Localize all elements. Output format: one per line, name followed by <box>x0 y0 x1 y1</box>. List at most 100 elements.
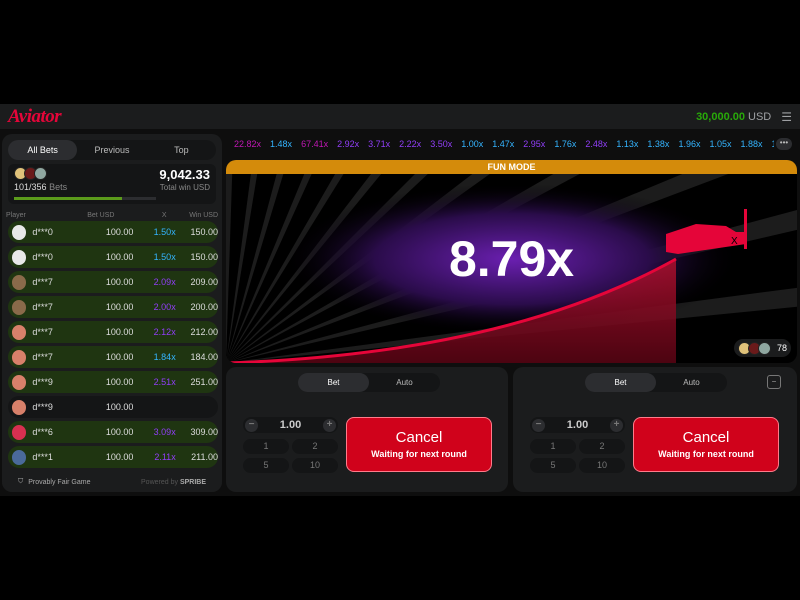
cashout-multiplier: 2.09x <box>153 277 176 287</box>
cashout-multiplier: 2.00x <box>153 302 176 312</box>
col-bet: Bet USD <box>87 212 115 219</box>
bet-amount: 100.00 <box>105 352 134 362</box>
powered-by: Powered by SPRIBE <box>141 478 206 486</box>
bet-amount: 100.00 <box>105 377 134 387</box>
bet-amount: 100.00 <box>105 227 134 237</box>
minus-icon[interactable]: − <box>532 418 545 432</box>
avatar <box>12 374 27 390</box>
avatar <box>12 324 27 340</box>
history-multiplier: 1.13x <box>616 139 639 149</box>
remove-panel-icon[interactable]: − <box>767 375 781 389</box>
bet-amount[interactable]: 1.00 <box>566 419 589 431</box>
bet-amount: 100.00 <box>105 327 134 337</box>
cashout-multiplier: 2.51x <box>153 377 176 387</box>
history-multiplier: 1. <box>772 139 774 151</box>
win-amount: 150.00 <box>190 227 219 237</box>
avatar <box>34 167 47 180</box>
quick-bet-2[interactable]: 2 <box>579 439 625 454</box>
quick-bet-5[interactable]: 5 <box>243 458 289 473</box>
currency: USD <box>748 110 772 123</box>
tab-auto[interactable]: Auto <box>683 378 700 387</box>
player-name: d***7 <box>32 327 53 337</box>
table-row: d***9 100.00 2.51x 251.00 <box>8 371 218 393</box>
avatar <box>12 274 27 290</box>
cancel-button[interactable]: Cancel Waiting for next round <box>633 417 779 472</box>
provably-fair-link[interactable]: Provably Fair Game <box>28 478 91 486</box>
history-multiplier: 1.88x <box>740 139 763 149</box>
player-name: d***7 <box>32 352 53 362</box>
quick-bet-10[interactable]: 10 <box>292 458 338 473</box>
bet-amount-stepper[interactable]: − 1.00 + <box>530 417 625 433</box>
plane-icon: X <box>666 209 747 254</box>
bet-amount: 100.00 <box>105 402 134 412</box>
online-players: 78 <box>733 339 791 357</box>
total-win-label: Total win USD <box>159 183 210 192</box>
win-amount: 209.00 <box>190 277 219 287</box>
history-multiplier: 1.47x <box>492 139 515 149</box>
history-multiplier: 3.50x <box>430 139 453 149</box>
cancel-button[interactable]: Cancel Waiting for next round <box>346 417 492 472</box>
tab-previous[interactable]: Previous <box>94 145 130 155</box>
bets-footer: ⛉ Provably Fair Game Powered by SPRIBE <box>2 472 222 492</box>
bets-list: d***0 100.00 1.50x 150.00 d***0 100.00 1… <box>2 221 222 468</box>
avatar <box>12 399 27 415</box>
player-name: d***6 <box>32 427 53 437</box>
top-bar: Aviator 30,000.00 USD ☰ <box>0 104 800 129</box>
win-amount: 251.00 <box>190 377 219 387</box>
balance: 30,000.00 <box>696 110 745 123</box>
game-canvas: X <box>226 174 797 363</box>
player-name: d***7 <box>32 302 53 312</box>
quick-bet-1[interactable]: 1 <box>243 439 289 454</box>
quick-bet-1[interactable]: 1 <box>530 439 576 454</box>
col-x: X <box>161 212 167 219</box>
cancel-sublabel: Waiting for next round <box>371 449 467 459</box>
tab-auto[interactable]: Auto <box>396 378 413 387</box>
history-multiplier: 1.96x <box>678 139 701 149</box>
quick-bet-10[interactable]: 10 <box>579 458 625 473</box>
tab-all-bets[interactable]: All Bets <box>8 140 78 160</box>
win-amount: 212.00 <box>190 327 219 337</box>
table-row: d***7 100.00 2.12x 212.00 <box>8 321 218 343</box>
more-history-button[interactable]: ••• <box>776 138 792 150</box>
table-row: d***7 100.00 2.09x 209.00 <box>8 271 218 293</box>
multiplier-history: 22.82x 1.48x 67.41x 2.92x 3.71x 2.22x 3.50x 1.0… <box>234 139 774 151</box>
table-row: d***1 100.00 2.11x 211.00 <box>8 446 218 468</box>
history-multiplier: 2.95x <box>523 139 546 149</box>
bets-progress <box>14 197 156 200</box>
svg-text:X: X <box>731 236 738 247</box>
history-multiplier: 2.22x <box>399 139 422 149</box>
player-name: d***9 <box>32 377 53 387</box>
table-row: d***7 100.00 2.00x 200.00 <box>8 296 218 318</box>
tab-bet[interactable]: Bet <box>585 373 656 392</box>
win-amount: 150.00 <box>190 252 219 262</box>
history-multiplier: 2.92x <box>337 139 360 149</box>
hamburger-icon[interactable]: ☰ <box>781 109 792 124</box>
tab-top[interactable]: Top <box>174 145 189 155</box>
players-count: 78 <box>776 343 787 353</box>
plus-icon[interactable]: + <box>322 418 336 432</box>
bet-amount[interactable]: 1.00 <box>279 419 302 431</box>
history-multiplier: 1.00x <box>461 139 484 149</box>
table-row: d***6 100.00 3.09x 309.00 <box>8 421 218 443</box>
tab-bet[interactable]: Bet <box>298 373 369 392</box>
bet-amount-stepper[interactable]: − 1.00 + <box>243 417 338 433</box>
fun-mode-banner: FUN MODE <box>226 160 797 174</box>
avatar <box>12 224 27 240</box>
bet-amount: 100.00 <box>105 452 134 462</box>
player-name: d***1 <box>32 452 53 462</box>
cashout-multiplier: 1.50x <box>153 227 176 237</box>
history-multiplier: 22.82x <box>234 139 262 149</box>
bet-amount: 100.00 <box>105 302 134 312</box>
history-multiplier: 1.05x <box>709 139 732 149</box>
avatar <box>12 449 27 465</box>
avatar <box>12 424 27 440</box>
bets-table-header: Player Bet USD X Win USD <box>2 208 222 221</box>
quick-bet-5[interactable]: 5 <box>530 458 576 473</box>
cashout-multiplier: 3.09x <box>153 427 176 437</box>
history-multiplier: 67.41x <box>301 139 329 149</box>
plus-icon[interactable]: + <box>609 418 623 432</box>
bets-count: 101/356 Bets <box>14 182 68 192</box>
player-name: d***0 <box>32 252 53 262</box>
quick-bet-2[interactable]: 2 <box>292 439 338 454</box>
minus-icon[interactable]: − <box>245 418 258 432</box>
